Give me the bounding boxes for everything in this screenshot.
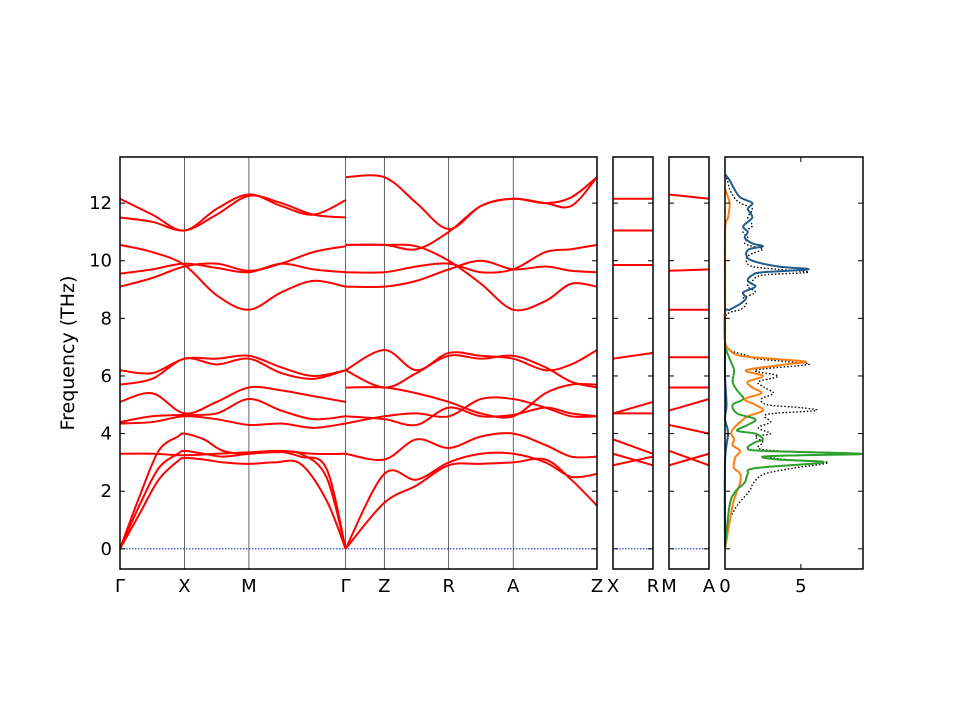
phonon-band	[345, 259, 598, 289]
x-tick-label: Γ	[341, 576, 351, 597]
band-panel-main: 0 2 4 6 8 10 12 Γ X M Γ Z R A Z	[89, 156, 603, 597]
dos-x-tick-label: 5	[795, 576, 806, 597]
phonon-band	[344, 451, 598, 550]
x-tick-label: M	[241, 576, 257, 597]
phonon-band	[119, 432, 347, 550]
dos-total-curve	[723, 174, 863, 549]
x-tick-label: R	[442, 576, 455, 597]
phonon-band	[612, 400, 654, 415]
phonon-band	[612, 438, 654, 455]
phonon-band	[119, 457, 347, 550]
y-tick-label: 10	[89, 251, 112, 272]
x-tick-label: R	[647, 576, 660, 597]
phonon-band	[119, 449, 347, 550]
phonon-band	[119, 193, 347, 232]
x-tick-label: Z	[591, 576, 603, 597]
phonon-band	[668, 193, 710, 200]
phonon-band	[119, 357, 346, 386]
phonon-band	[668, 398, 710, 412]
phonon-band	[345, 243, 598, 274]
phonon-band	[612, 455, 654, 467]
phonon-band	[668, 449, 710, 467]
phonon-band	[345, 354, 598, 389]
dos-partial-curve	[724, 346, 863, 549]
phonon-band	[345, 174, 598, 231]
y-tick-label: 0	[101, 539, 112, 560]
y-axis-label: Frequency (THz)	[57, 276, 79, 431]
phonon-band	[345, 396, 598, 425]
dos-x-tick-label: 0	[719, 576, 730, 597]
y-tick-label: 2	[101, 481, 112, 502]
dos-partial-curve	[723, 188, 807, 550]
phonon-band	[345, 243, 598, 312]
phonon-band	[345, 432, 598, 461]
x-tick-label: Γ	[115, 576, 125, 597]
phonon-band	[119, 385, 346, 415]
phonon-band	[119, 449, 346, 457]
phonon-band	[119, 398, 346, 424]
x-tick-label: A	[507, 576, 520, 597]
phonon-band	[119, 415, 346, 429]
phonon-band	[345, 349, 598, 372]
phonon-band	[119, 243, 346, 311]
phonon-band	[612, 452, 654, 467]
M-A-axes-frame	[668, 156, 710, 570]
y-tick-label: 6	[101, 366, 112, 387]
x-tick-label: M	[661, 576, 677, 597]
y-tick-label: 8	[101, 308, 112, 329]
phonon-band	[119, 245, 346, 288]
phonon-band	[119, 354, 346, 377]
X-R-axes-frame	[612, 156, 654, 570]
phonon-band	[345, 406, 598, 427]
x-tick-label: X	[178, 576, 190, 597]
phonon-band	[668, 268, 710, 272]
y-tick-label: 12	[89, 193, 112, 214]
phonon-band	[668, 423, 710, 435]
dos-axes-frame	[724, 156, 864, 570]
phonon-band	[119, 262, 346, 275]
phonon-band	[344, 457, 598, 550]
phonon-band	[612, 351, 654, 360]
phonon-band	[668, 452, 710, 467]
x-tick-label: A	[703, 576, 716, 597]
y-tick-label: 4	[101, 424, 112, 445]
x-tick-label: Z	[378, 576, 390, 597]
x-tick-label: X	[607, 576, 619, 597]
phonon-band	[345, 382, 598, 419]
main-axes-frame	[119, 156, 598, 570]
